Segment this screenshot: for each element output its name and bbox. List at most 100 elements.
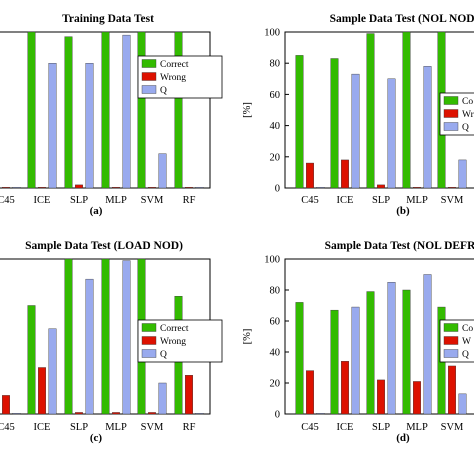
y-tick-label: 60	[270, 90, 281, 101]
bar-correct-slp	[366, 33, 375, 189]
bar-wrong-c45	[306, 370, 314, 415]
legend-swatch	[443, 122, 459, 131]
legend-swatch	[141, 336, 157, 345]
bar-correct-mlp	[101, 31, 110, 189]
bar-correct-ice	[330, 309, 339, 415]
x-tick-label: SLP	[372, 422, 390, 433]
legend-swatch	[443, 336, 459, 345]
y-axis-label: [%]	[242, 329, 253, 345]
bar-q-svm	[458, 159, 467, 189]
bar-q-slp	[387, 282, 396, 415]
x-tick-label: MLP	[406, 195, 428, 206]
panel-caption: (c)	[90, 432, 103, 444]
y-tick-label: 80	[270, 286, 281, 297]
bar-wrong-c45	[2, 186, 10, 189]
x-tick-label: C45	[301, 195, 319, 206]
bar-q-c45	[12, 186, 21, 189]
bar-wrong-svm	[148, 412, 156, 415]
bar-wrong-slp	[377, 379, 385, 415]
x-tick-label: RF	[183, 422, 196, 433]
legend-swatch	[443, 109, 459, 118]
x-tick-label: ICE	[34, 422, 51, 433]
bar-q-rf	[195, 413, 204, 415]
x-tick-label: SVM	[141, 195, 164, 206]
bar-q-svm	[458, 393, 467, 415]
chart-panel-d: 0 20 40 60 80 100 [%] C45 ICE SLP MLP SVM Sample Dat…	[242, 240, 474, 444]
bar-correct-slp	[366, 291, 375, 415]
chart-title: Training Data Test	[62, 13, 154, 25]
bar-q-c45	[316, 413, 325, 415]
bar-correct-mlp	[101, 258, 110, 415]
bar-correct-slp	[64, 36, 73, 189]
legend-label: Q	[462, 123, 469, 133]
x-tick-label: SLP	[372, 195, 390, 206]
legend-label: Co	[462, 97, 473, 107]
chart-title: Sample Data Test (NOL DEFR	[325, 240, 474, 252]
x-tick-label: SLP	[70, 195, 88, 206]
bar-correct-mlp	[402, 31, 411, 189]
chart-panel-a: C45 ICE SLP MLP SVM RF Training Data Test (a) Co…	[0, 13, 223, 217]
legend-label: Co	[462, 324, 473, 334]
bar-correct-ice	[27, 305, 36, 415]
panel-caption: (d)	[396, 432, 410, 444]
y-tick-label: 60	[270, 317, 281, 328]
legend-swatch	[443, 349, 459, 358]
bar-correct-c45	[295, 302, 304, 415]
legend-label: Q	[462, 350, 469, 360]
legend-label: Wrong	[160, 337, 186, 347]
legend-label: Correct	[160, 60, 189, 70]
legend-swatch	[141, 59, 157, 68]
y-tick-label: 100	[264, 255, 280, 266]
legend-swatch	[141, 72, 157, 81]
bar-q-c45	[316, 186, 325, 189]
bar-wrong-mlp	[413, 381, 421, 415]
chart-title: Sample Data Test (NOL NOD)	[330, 13, 474, 25]
legend-label: Q	[160, 86, 167, 96]
bar-wrong-slp	[75, 412, 83, 415]
bar-q-slp	[85, 63, 94, 189]
legend-swatch	[443, 323, 459, 332]
bar-q-svm	[158, 153, 167, 189]
bar-q-ice	[351, 73, 360, 189]
bar-q-ice	[351, 306, 360, 415]
x-tick-label: MLP	[105, 422, 127, 433]
x-tick-label: SVM	[141, 422, 164, 433]
bar-wrong-ice	[341, 159, 349, 189]
legend-label: Q	[160, 350, 167, 360]
bar-wrong-rf	[185, 375, 193, 415]
y-tick-label: 20	[270, 152, 281, 163]
x-tick-label: SVM	[441, 195, 464, 206]
bar-correct-slp	[64, 258, 73, 415]
bar-wrong-c45	[2, 395, 10, 415]
bar-wrong-rf	[185, 186, 193, 189]
x-tick-label: C45	[301, 422, 319, 433]
bar-wrong-svm	[148, 186, 156, 189]
bar-q-mlp	[122, 260, 131, 415]
bar-wrong-ice	[341, 361, 349, 415]
legend-swatch	[141, 323, 157, 332]
x-tick-label: ICE	[34, 195, 51, 206]
bar-wrong-slp	[75, 184, 83, 189]
legend-swatch	[141, 85, 157, 94]
bar-wrong-c45	[306, 162, 314, 189]
bar-correct-ice	[330, 58, 339, 189]
bar-wrong-ice	[38, 367, 46, 415]
y-tick-label: 40	[270, 348, 281, 359]
legend-label: W	[462, 337, 471, 347]
bar-q-mlp	[423, 66, 432, 189]
bar-wrong-ice	[38, 186, 46, 189]
bar-correct-rf	[174, 31, 183, 189]
x-tick-label: MLP	[406, 422, 428, 433]
bar-q-rf	[195, 186, 204, 189]
bar-correct-mlp	[402, 289, 411, 415]
bar-q-slp	[85, 278, 94, 415]
bar-correct-svm	[137, 31, 146, 189]
bar-q-ice	[48, 63, 57, 189]
legend-label: Wro	[462, 110, 474, 120]
bar-q-ice	[48, 328, 57, 415]
x-tick-label: C45	[0, 422, 15, 433]
panel-caption: (a)	[90, 205, 103, 217]
x-tick-label: MLP	[105, 195, 127, 206]
bar-q-slp	[387, 78, 396, 189]
